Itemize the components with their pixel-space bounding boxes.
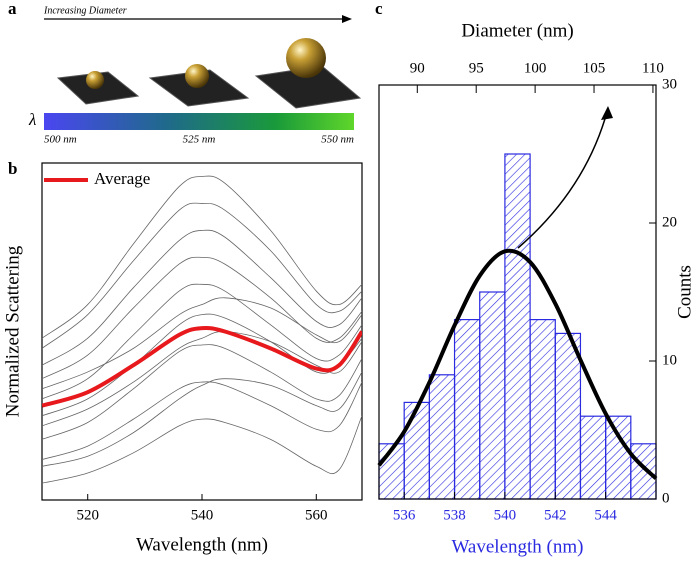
- illustration: [56, 38, 362, 109]
- arrow-text: Increasing Diameter: [43, 5, 127, 16]
- histogram-bar: [529, 319, 556, 500]
- x-tick-label: 520: [76, 507, 99, 523]
- y-tick-label: 0: [662, 490, 670, 506]
- annotation-arrow: [517, 111, 608, 249]
- x-tick-label: 560: [305, 507, 328, 523]
- histogram-bar: [579, 415, 607, 500]
- spectrum-line: [42, 381, 362, 460]
- histogram-bar: [479, 291, 506, 500]
- colorbar-label: 550 nm: [321, 134, 354, 146]
- spectrum-line: [42, 175, 362, 339]
- plot-frame: [41, 162, 363, 501]
- spectrum-line: [42, 256, 362, 380]
- x2-tick-label: 95: [469, 60, 484, 76]
- y-axis-label: Normalized Scattering: [2, 245, 23, 417]
- x-tick-label: 544: [594, 507, 617, 523]
- x-tick-label: 540: [494, 507, 517, 523]
- x2-tick-label: 110: [642, 60, 664, 76]
- histogram-bar: [554, 332, 582, 500]
- spectrum-line: [42, 283, 362, 400]
- panel-label: a: [8, 0, 17, 18]
- y-tick-label: 30: [662, 76, 677, 92]
- x2-axis-label: Diameter (nm): [461, 20, 573, 41]
- x-tick-label: 536: [393, 507, 416, 523]
- colorbar-label: 500 nm: [44, 134, 77, 146]
- histogram-bar: [504, 153, 531, 500]
- colorbar-label: 525 nm: [183, 134, 216, 146]
- histogram-bar: [630, 443, 657, 500]
- spectrum-line: [42, 331, 362, 427]
- spectrum-line: [42, 202, 362, 349]
- y-axis-label: Counts: [674, 265, 695, 319]
- histogram-bar: [403, 401, 430, 500]
- arrow-head: [342, 15, 352, 23]
- x-tick-label: 540: [191, 507, 214, 523]
- plot-frame: [378, 84, 657, 500]
- spectrum-line: [42, 415, 362, 484]
- histogram-bar: [453, 319, 481, 500]
- spectrum-line: [42, 371, 362, 467]
- y-tick-label: 10: [662, 352, 677, 368]
- x-axis-label: Wavelength (nm): [136, 534, 268, 555]
- histogram-bar: [428, 374, 456, 500]
- histogram-bar: [605, 415, 632, 500]
- spectrum-line: [42, 344, 362, 440]
- x-tick-label: 542: [544, 507, 567, 523]
- x2-tick-label: 105: [583, 60, 606, 76]
- spectrum-line: [42, 229, 362, 366]
- x2-tick-label: 90: [410, 60, 425, 76]
- legend-label: Average: [94, 169, 150, 188]
- panel-label: c: [375, 0, 383, 18]
- colorbar: [44, 113, 354, 130]
- y-tick-label: 20: [662, 214, 677, 230]
- average-line: [42, 325, 362, 408]
- x-tick-label: 538: [443, 507, 466, 523]
- spectrum-line: [42, 297, 362, 390]
- fit-curve: [377, 248, 658, 480]
- lambda-symbol: λ: [28, 110, 36, 129]
- x-axis-label: Wavelength (nm): [452, 536, 584, 557]
- panel-label: b: [8, 159, 17, 178]
- x2-tick-label: 100: [524, 60, 547, 76]
- annotation-arrow-head: [601, 106, 613, 120]
